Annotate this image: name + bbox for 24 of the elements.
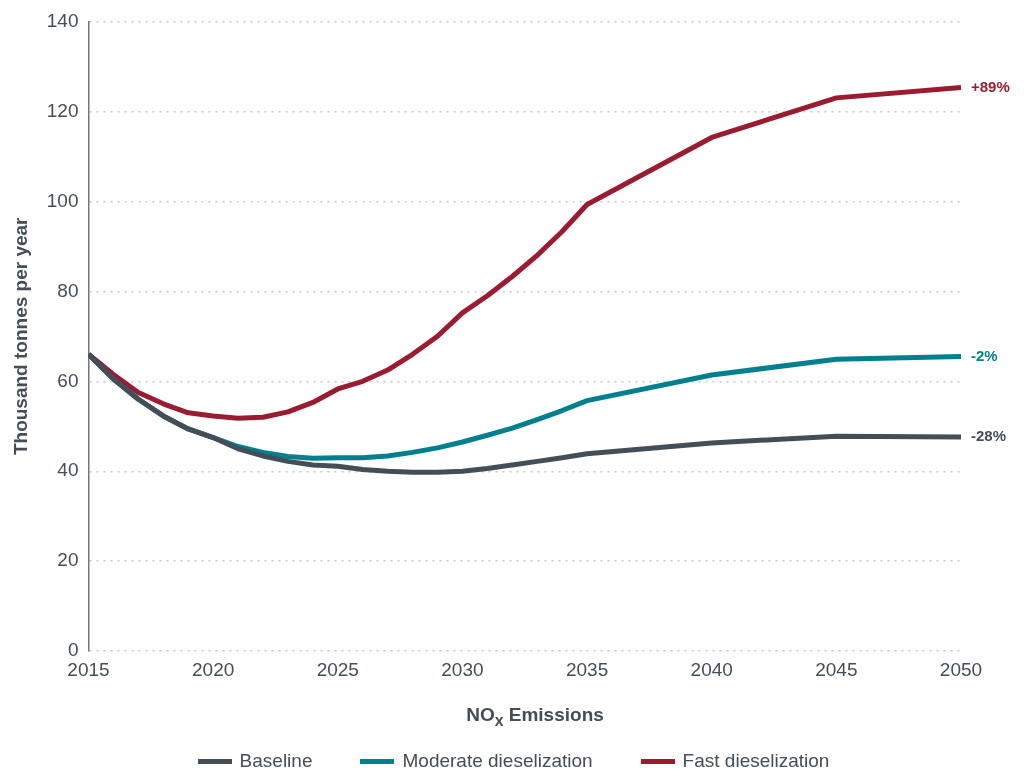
y-tick-label: 20 — [57, 549, 79, 571]
y-tick-label: 0 — [67, 639, 79, 661]
x-tick-label: 2030 — [441, 658, 484, 680]
text: +89% — [971, 77, 1010, 95]
x-tick-label: 2015 — [67, 658, 110, 680]
legend-label: Baseline — [239, 750, 313, 771]
x-tick-label: 2045 — [815, 658, 858, 680]
y-tick-label: 40 — [57, 459, 79, 481]
y-tick-label: 60 — [57, 369, 79, 391]
x-tick-label: 2025 — [316, 658, 359, 680]
text: -28% — [971, 427, 1007, 445]
x-tick-label: 2020 — [192, 658, 235, 680]
x-tick-label: 2050 — [939, 658, 983, 680]
legend-label: Fast dieselization — [682, 750, 830, 771]
x-axis-title: NO$_{x}$ Emissions — [465, 704, 605, 730]
y-tick-label: 120 — [46, 99, 79, 121]
y-tick-label: 140 — [46, 9, 79, 31]
legend-label: Moderate dieselization — [402, 750, 593, 771]
y-axis-title: Thousand tonnes per year — [9, 216, 31, 456]
text: -2% — [971, 346, 998, 364]
x-tick-label: 2035 — [565, 658, 609, 680]
y-tick-label: 100 — [46, 189, 79, 211]
x-tick-label: 2040 — [690, 658, 733, 680]
y-tick-label: 80 — [57, 279, 79, 301]
